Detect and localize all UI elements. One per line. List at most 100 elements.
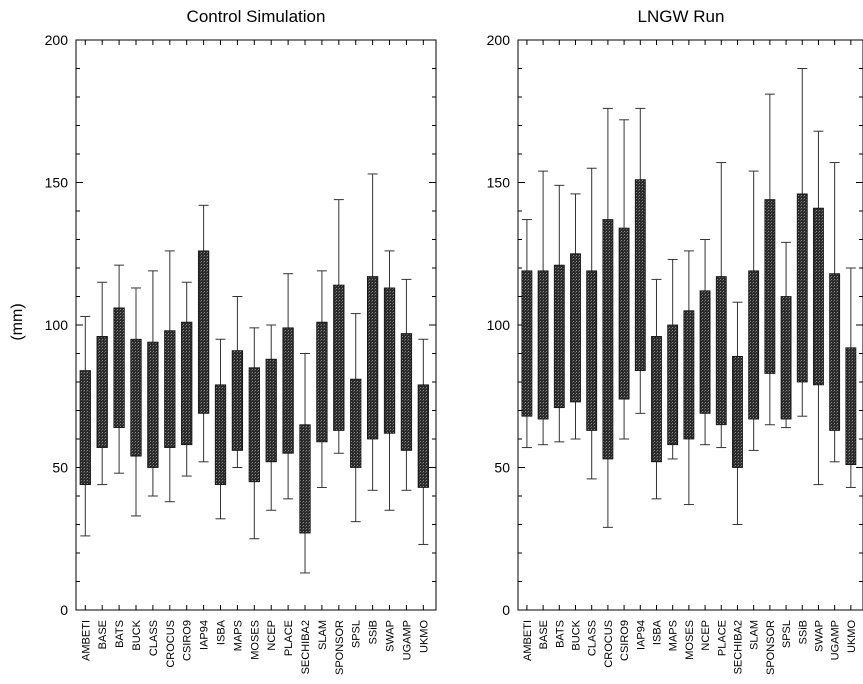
- box-UGAMP: [829, 273, 841, 431]
- plot-frame: [75, 39, 437, 611]
- x-tick-label: CLASS: [587, 620, 599, 656]
- box-CSIRO9: [618, 227, 630, 400]
- box-CSIRO9: [181, 321, 193, 446]
- box-UGAMP: [400, 333, 413, 451]
- box-SLAM: [748, 270, 760, 420]
- x-tick-label: CROCUS: [165, 620, 177, 668]
- x-tick-label: CSIRO9: [619, 620, 631, 661]
- y-tick-label: 50: [494, 460, 510, 476]
- box-ISBA: [214, 384, 227, 486]
- chart-control-simulation: Control Simulation (mm) 0 50 100 150 200 AMBE…: [9, 7, 437, 675]
- box-SWAP: [383, 287, 396, 434]
- box-NCEP: [699, 290, 711, 414]
- x-tick-label: SWAP: [385, 620, 397, 652]
- box-BASE: [537, 270, 549, 420]
- box-SPONSOR: [333, 284, 345, 431]
- x-tick-label: UGAMP: [401, 620, 413, 660]
- x-tick-label: SPONSOR: [334, 620, 346, 675]
- x-tick-label: CLASS: [148, 620, 160, 656]
- x-tick-label: SPSL: [351, 620, 363, 648]
- x-tick-label: SLAM: [749, 620, 761, 650]
- box-BATS: [553, 264, 565, 409]
- box-PLACE: [715, 276, 727, 426]
- y-tick-label: 150: [45, 175, 69, 191]
- box-MAPS: [667, 324, 679, 446]
- chart-title: LNGW Run: [638, 7, 725, 26]
- box-BATS: [113, 307, 125, 428]
- y-tick-label: 0: [502, 602, 510, 618]
- x-tick-label: NCEP: [700, 620, 712, 651]
- x-tick-label: MAPS: [668, 620, 680, 651]
- box-MOSES: [248, 367, 260, 483]
- x-tick-label: BASE: [538, 620, 550, 649]
- plot-area: 0 50 100 150 200 AMBETI BASE BATS BUCK CLASS CROCU…: [45, 32, 437, 675]
- box-SPSL: [780, 296, 792, 420]
- box-CLASS: [586, 270, 598, 431]
- x-tick-label: SSiB: [797, 620, 809, 644]
- box-CROCUS: [602, 219, 614, 460]
- x-tick-label: SPSL: [781, 620, 793, 648]
- x-tick-label: ISBA: [216, 619, 228, 645]
- box-CLASS: [147, 341, 159, 468]
- x-tick-label: BASE: [97, 620, 109, 649]
- x-tick-label: CSIRO9: [182, 620, 194, 661]
- box-SECHIBA2: [299, 424, 311, 534]
- box-BASE: [96, 335, 108, 448]
- box-CROCUS: [164, 330, 176, 448]
- box-BUCK: [570, 253, 581, 403]
- x-tick-label: UKMO: [846, 620, 858, 653]
- x-tick-label: PLACE: [716, 620, 728, 656]
- x-tick-label: BUCK: [571, 619, 583, 650]
- x-tick-label: UKMO: [418, 620, 430, 653]
- box-BUCK: [130, 338, 142, 457]
- x-tick-label: NCEP: [266, 620, 278, 651]
- plot-area: 0 50 100 150 200 AMBETI BASE BATS BUCK CLASS CROCU…: [487, 32, 863, 675]
- x-tick-label: SECHIBA2: [300, 620, 312, 674]
- x-tick-label: MAPS: [232, 620, 244, 651]
- x-tick-label: AMBETI: [522, 620, 534, 661]
- box-SWAP: [813, 207, 824, 386]
- x-tick-label: AMBETI: [80, 620, 92, 661]
- x-tick-label: MOSES: [684, 620, 696, 660]
- x-tick-label: ISBA: [651, 619, 663, 645]
- x-tick-label: MOSES: [249, 620, 261, 660]
- box-ISBA: [651, 335, 662, 463]
- x-tick-label: SPONSOR: [765, 620, 777, 675]
- x-tick-label: UGAMP: [830, 620, 842, 660]
- x-tick-label: CROCUS: [603, 620, 615, 668]
- box-MOSES: [683, 310, 695, 440]
- box-PLACE: [282, 327, 294, 454]
- chart-title: Control Simulation: [187, 7, 326, 26]
- box-AMBETI: [79, 370, 91, 486]
- box-SPSL: [350, 378, 362, 468]
- x-tick-label: SECHIBA2: [732, 620, 744, 674]
- x-tick-label: BATS: [114, 620, 126, 648]
- x-tick-label: SWAP: [813, 620, 825, 652]
- x-tick-label: PLACE: [283, 620, 295, 656]
- box-IAP94: [197, 250, 210, 414]
- x-tick-label: BUCK: [131, 619, 143, 650]
- box-NCEP: [265, 358, 277, 463]
- x-tick-label: IAP94: [199, 620, 211, 650]
- box-SPONSOR: [764, 199, 776, 374]
- y-tick-label: 0: [60, 602, 68, 618]
- x-tick-label: BATS: [554, 620, 566, 648]
- y-tick-label: 200: [487, 32, 511, 48]
- box-IAP94: [634, 179, 646, 371]
- box-SECHIBA2: [732, 355, 743, 468]
- x-tick-label: SLAM: [317, 620, 329, 650]
- chart-lngw-run: LNGW Run 0 50 100 150 200 AMBETI BASE BATS BUCK C…: [487, 7, 863, 675]
- y-tick-label: 100: [45, 317, 69, 333]
- y-tick-label: 150: [487, 175, 511, 191]
- box-SSiB: [796, 193, 808, 383]
- box-SLAM: [316, 321, 328, 443]
- y-tick-label: 50: [52, 460, 68, 476]
- box-SSiB: [366, 276, 379, 440]
- box-MAPS: [231, 350, 244, 451]
- y-axis-label: (mm): [9, 303, 26, 340]
- box-AMBETI: [521, 270, 533, 417]
- x-tick-label: IAP94: [635, 620, 647, 650]
- x-tick-label: SSiB: [368, 620, 380, 644]
- box-UKMO: [845, 347, 857, 466]
